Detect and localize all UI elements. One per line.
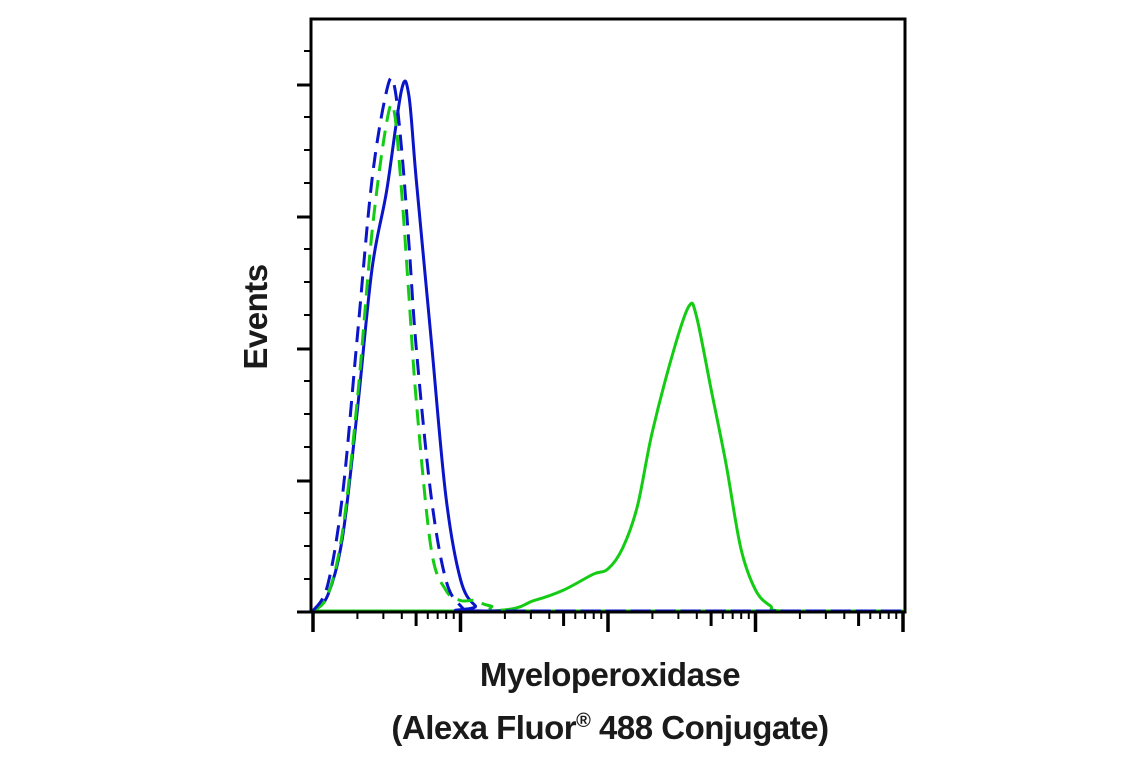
y-axis-ticks — [297, 50, 311, 614]
x-axis-label: Myeloperoxidase (Alexa Fluor® 488 Conjug… — [300, 652, 920, 751]
x-axis-ticks — [311, 612, 905, 632]
histogram-curves — [311, 76, 903, 613]
series-3-line — [313, 301, 903, 613]
series-0-line — [311, 76, 903, 613]
series-1-line — [311, 102, 903, 613]
x-axis-label-line2: (Alexa Fluor® 488 Conjugate) — [391, 709, 829, 746]
plot-frame — [309, 17, 907, 614]
y-axis-label: Events — [237, 264, 274, 370]
registered-mark: ® — [576, 710, 591, 732]
x-axis-label-line1: Myeloperoxidase — [479, 656, 741, 693]
